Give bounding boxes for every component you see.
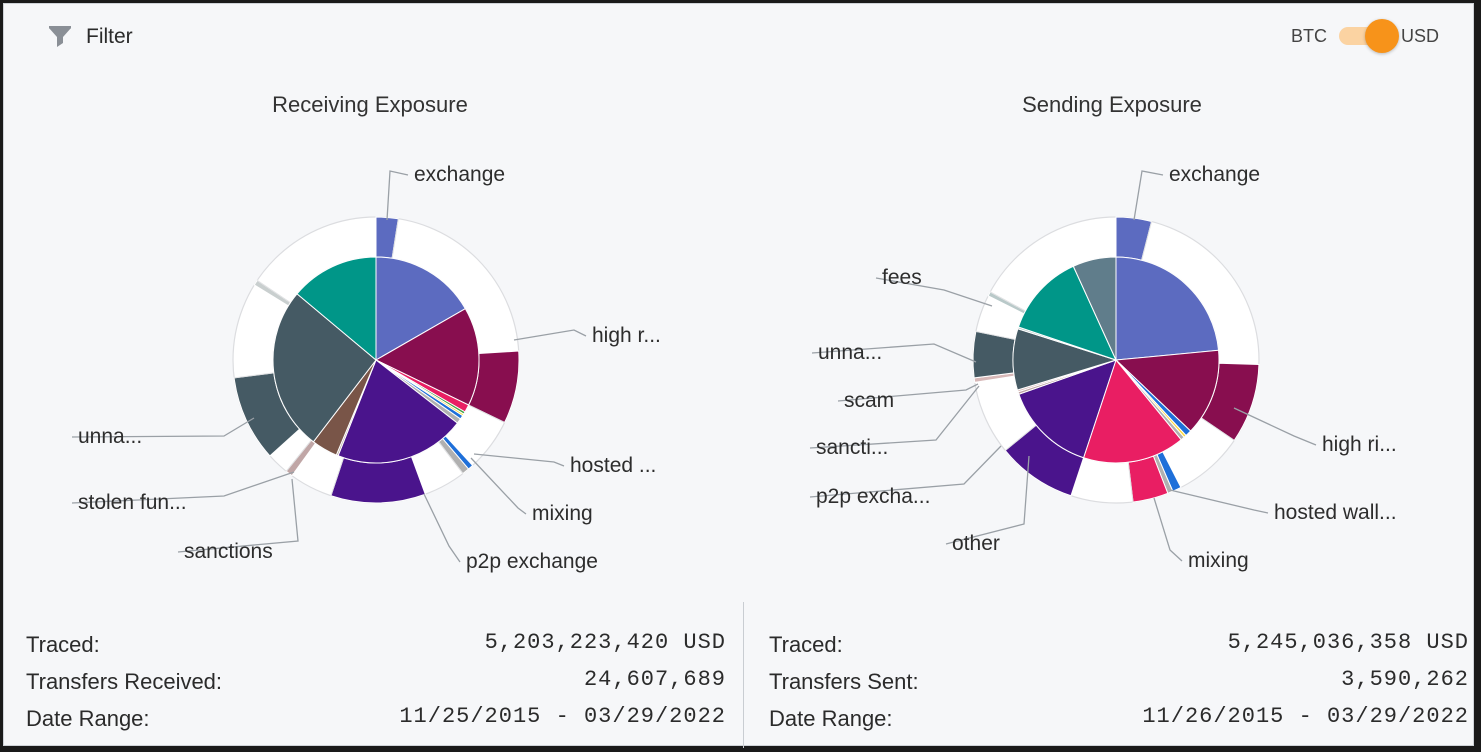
leader-line <box>473 453 565 467</box>
traced-value: 5,203,223,420 USD <box>484 630 726 655</box>
transfers-label: Transfers Received: <box>26 669 223 694</box>
sending-exposure-chart: exchange fees unna... scam sancti... p2p exch… <box>809 163 1397 572</box>
outer-segment-p2p-exchange[interactable] <box>330 456 426 504</box>
inner-segment-exchange[interactable] <box>1115 256 1220 361</box>
slice-label: p2p excha... <box>816 485 930 508</box>
btc-label: BTC <box>1290 25 1327 46</box>
slice-label: unna... <box>78 425 142 448</box>
slice-label: scam <box>844 389 894 412</box>
transfers-value: 24,607,689 <box>583 667 726 692</box>
slice-label: stolen fun... <box>78 491 187 514</box>
inner-segment-unnamed[interactable] <box>272 293 377 443</box>
leader-line <box>837 383 979 402</box>
slice-label: mixing <box>532 502 593 525</box>
date-range-value: 11/25/2015 - 03/29/2022 <box>399 704 726 729</box>
currency-toggle[interactable] <box>1338 19 1399 53</box>
leader-line <box>809 385 980 449</box>
inner-segment-p2p-exchange[interactable] <box>337 359 459 464</box>
traced-label: Traced: <box>769 632 843 657</box>
ring-divider <box>438 441 464 474</box>
slice-label: hosted wall... <box>1274 501 1397 524</box>
inner-segment-high-risk[interactable] <box>1114 349 1220 432</box>
sending-chart-title: Sending Exposure <box>1022 92 1202 117</box>
leader-line <box>875 277 993 307</box>
leader-line <box>811 343 977 363</box>
filter-label: Filter <box>86 25 133 48</box>
stat-row-traced: Traced: 5,203,223,420 USD <box>26 624 726 661</box>
slice-label: exchange <box>414 163 505 186</box>
ring-divider <box>234 372 274 379</box>
ring-divider <box>285 439 312 472</box>
date-range-label: Date Range: <box>769 706 893 731</box>
slice-label: unna... <box>818 341 882 364</box>
ring-divider <box>256 279 291 304</box>
leader-line <box>945 455 1030 545</box>
leader-line <box>1233 407 1317 446</box>
slice-label: exchange <box>1169 163 1260 186</box>
ring-divider <box>468 404 505 423</box>
receiving-exposure-chart: exchange high r... hosted ... mixing p2p exc… <box>71 163 661 573</box>
transfers-label: Transfers Sent: <box>769 669 919 694</box>
filter-button[interactable]: Filter <box>48 22 133 52</box>
slice-label: hosted ... <box>570 454 656 477</box>
ring-divider <box>1200 417 1235 441</box>
stat-row-date-range: Date Range: 11/25/2015 - 03/29/2022 <box>26 698 726 735</box>
ring-divider <box>975 330 1016 340</box>
exposure-panel: Filter BTC USD Receiving Exposure Sendin… <box>3 3 1474 748</box>
date-range-value: 11/26/2015 - 03/29/2022 <box>1142 704 1469 729</box>
slice-label: p2p exchange <box>466 550 598 573</box>
leader-line <box>423 493 461 563</box>
receiving-chart-title: Receiving Exposure <box>272 92 468 117</box>
inner-segment-exchange[interactable] <box>375 256 466 361</box>
leader-line <box>71 417 255 438</box>
ring-divider <box>1004 424 1037 451</box>
leader-line <box>809 445 1002 498</box>
ring-divider <box>1127 462 1134 503</box>
leader-line <box>71 471 295 504</box>
slice-label: high r... <box>592 324 661 347</box>
ring-divider <box>1141 221 1153 261</box>
receiving-stats: Traced: 5,203,223,420 USD Transfers Rece… <box>26 624 726 735</box>
currency-toggle-group: BTC USD <box>1291 18 1439 54</box>
leader-line <box>1169 489 1269 514</box>
traced-value: 5,245,036,358 USD <box>1227 630 1469 655</box>
leader-line <box>1133 170 1164 221</box>
slice-label: sancti... <box>816 436 888 459</box>
leader-line <box>1153 497 1183 562</box>
traced-label: Traced: <box>26 632 100 657</box>
stat-row-transfers: Transfers Sent: 3,590,262 <box>769 661 1469 698</box>
slice-label: high ri... <box>1322 433 1397 456</box>
ring-divider <box>990 291 1026 312</box>
stat-row-traced: Traced: 5,245,036,358 USD <box>769 624 1469 661</box>
transfers-value: 3,590,262 <box>1341 667 1469 692</box>
sending-stats: Traced: 5,245,036,358 USD Transfers Sent… <box>769 624 1469 735</box>
ring-divider <box>330 457 345 496</box>
filter-icon <box>48 26 72 48</box>
inner-segment-p2p-exchange[interactable] <box>1018 359 1117 459</box>
inner-segment-teal-service[interactable] <box>1017 265 1117 361</box>
stat-row-date-range: Date Range: 11/26/2015 - 03/29/2022 <box>769 698 1469 735</box>
slice-label: fees <box>882 266 922 289</box>
ring-divider <box>391 218 399 259</box>
usd-label: USD <box>1400 25 1439 46</box>
toggle-knob[interactable] <box>1364 19 1399 53</box>
stats-divider <box>743 602 744 748</box>
slice-label: sanctions <box>184 540 273 563</box>
slice-label: mixing <box>1188 549 1249 572</box>
leader-line <box>386 170 409 221</box>
stat-row-transfers: Transfers Received: 24,607,689 <box>26 661 726 698</box>
leader-line <box>177 478 299 553</box>
slice-label: other <box>952 532 1000 555</box>
date-range-label: Date Range: <box>26 706 150 731</box>
leader-line <box>470 457 527 515</box>
leader-line <box>513 329 587 341</box>
inner-segment-high-risk[interactable] <box>374 308 480 406</box>
inner-segment-teal-service[interactable] <box>296 256 377 362</box>
inner-segment-slate-service[interactable] <box>1072 256 1117 361</box>
